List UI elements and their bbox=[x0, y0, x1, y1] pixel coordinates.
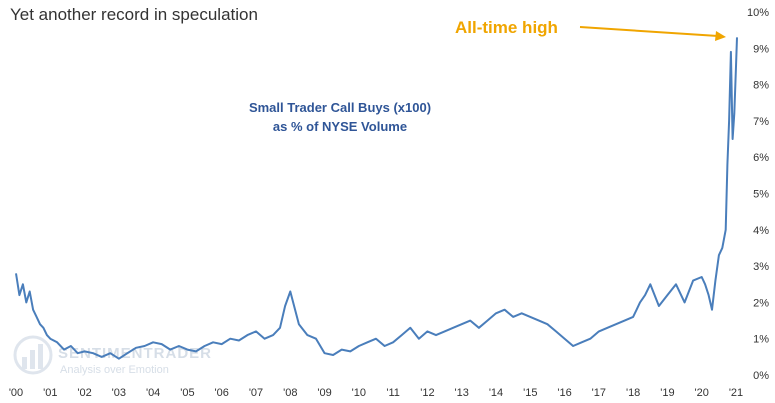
x-tick-label: '15 bbox=[523, 387, 537, 399]
x-tick-label: '05 bbox=[180, 387, 194, 399]
y-tick-label: 7% bbox=[753, 116, 769, 128]
x-tick-label: '01 bbox=[43, 387, 57, 399]
series-label-line-2: as % of NYSE Volume bbox=[273, 119, 407, 134]
x-tick-label: '10 bbox=[352, 387, 366, 399]
x-tick-label: '07 bbox=[249, 387, 263, 399]
x-tick-label: '21 bbox=[729, 387, 743, 399]
series-line bbox=[15, 37, 738, 360]
y-tick-label: 2% bbox=[753, 297, 769, 309]
x-tick-label: '17 bbox=[592, 387, 606, 399]
x-tick-label: '13 bbox=[455, 387, 469, 399]
y-tick-label: 8% bbox=[753, 80, 769, 92]
y-tick-label: 5% bbox=[753, 189, 769, 201]
y-tick-label: 1% bbox=[753, 334, 769, 346]
y-axis-ticks: 0% 1% 2% 3% 4% 5% 6% 7% 8% 9% 10% bbox=[747, 7, 769, 382]
y-tick-label: 9% bbox=[753, 43, 769, 55]
series-label: Small Trader Call Buys (x100) as % of NY… bbox=[249, 100, 431, 134]
x-tick-label: '06 bbox=[215, 387, 229, 399]
y-tick-label: 10% bbox=[747, 7, 769, 19]
series-line-layer bbox=[15, 37, 738, 360]
watermark-logo-bar bbox=[30, 350, 35, 369]
x-tick-label: '08 bbox=[283, 387, 297, 399]
x-axis-ticks: '00 '01 '02 '03 '04 '05 '06 '07 '08 '09 '10 '11 '12 '… bbox=[9, 387, 743, 399]
watermark-tagline: Analysis over Emotion bbox=[60, 364, 169, 376]
x-tick-label: '04 bbox=[146, 387, 160, 399]
watermark-logo-ring bbox=[13, 335, 53, 375]
watermark-logo-bar bbox=[22, 357, 27, 369]
x-tick-label: '14 bbox=[489, 387, 503, 399]
chart-title: Yet another record in speculation bbox=[10, 5, 258, 24]
watermark: SENTIMENTRADER Analysis over Emotion bbox=[13, 335, 211, 376]
annotation-arrow-line bbox=[579, 26, 719, 37]
annotation-label: All-time high bbox=[455, 18, 558, 37]
watermark-logo-bar bbox=[38, 344, 43, 369]
annotation-arrow-head bbox=[715, 31, 726, 41]
x-tick-label: '18 bbox=[626, 387, 640, 399]
x-tick-label: '02 bbox=[77, 387, 91, 399]
x-tick-label: '19 bbox=[660, 387, 674, 399]
y-tick-label: 4% bbox=[753, 225, 769, 237]
x-tick-label: '09 bbox=[317, 387, 331, 399]
y-tick-label: 3% bbox=[753, 261, 769, 273]
x-tick-label: '11 bbox=[386, 387, 400, 399]
annotation-all-time-high: All-time high bbox=[455, 18, 726, 41]
x-tick-label: '00 bbox=[9, 387, 23, 399]
x-tick-label: '03 bbox=[112, 387, 126, 399]
x-tick-label: '12 bbox=[420, 387, 434, 399]
x-tick-label: '20 bbox=[695, 387, 709, 399]
x-tick-label: '16 bbox=[557, 387, 571, 399]
y-tick-label: 0% bbox=[753, 370, 769, 382]
series-label-line-1: Small Trader Call Buys (x100) bbox=[249, 100, 431, 115]
y-tick-label: 6% bbox=[753, 152, 769, 164]
